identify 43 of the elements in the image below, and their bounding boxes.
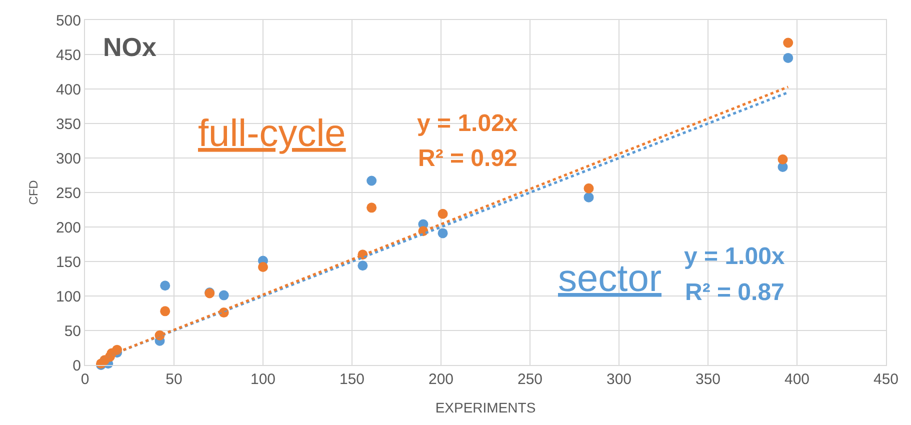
series-label: sector [558,258,662,300]
y-tick-label: 250 [56,184,81,202]
annotation: y = 1.02x [417,110,518,137]
y-tick-label: 50 [64,322,81,340]
y-tick-label: 450 [56,46,81,64]
y-tick-label: 350 [56,116,81,133]
point [160,280,170,291]
series-label: full-cycle [198,113,346,155]
point [584,192,594,202]
y-tick-label: 0 [72,357,81,374]
y-tick-label: 100 [56,288,81,306]
point [358,260,368,271]
x-axis-title: EXPERIMENTS [435,399,536,416]
x-tick-label: 150 [339,371,365,388]
point [366,202,377,213]
x-tick-label: 350 [695,371,721,388]
point [778,154,788,164]
point [258,262,268,272]
annotation: y = 1.00x [684,243,786,270]
x-tick-label: 300 [606,371,632,388]
point [584,183,594,194]
point [783,38,794,48]
x-tick-label: 200 [428,371,454,388]
x-tick-label: 250 [517,371,543,388]
point [366,176,377,186]
x-tick-label: 450 [873,371,899,388]
x-tick-label: 100 [250,371,276,388]
point [160,306,170,316]
point [218,290,229,300]
annotation: R² = 0.92 [418,145,518,172]
point [783,52,794,63]
y-tick-label: 150 [56,254,81,271]
y-tick-label: 300 [56,150,81,168]
y-tick-label: 400 [56,81,81,98]
text: NOx [103,32,157,62]
point [438,228,448,238]
x-tick-label: 50 [166,371,182,388]
y-axis-title: CFD [26,180,40,205]
x-tick-label: 400 [784,371,810,388]
annotation: R² = 0.87 [685,279,784,306]
y-tick-label: 500 [56,12,81,30]
y-tick-label: 200 [56,219,81,236]
point [438,208,448,219]
